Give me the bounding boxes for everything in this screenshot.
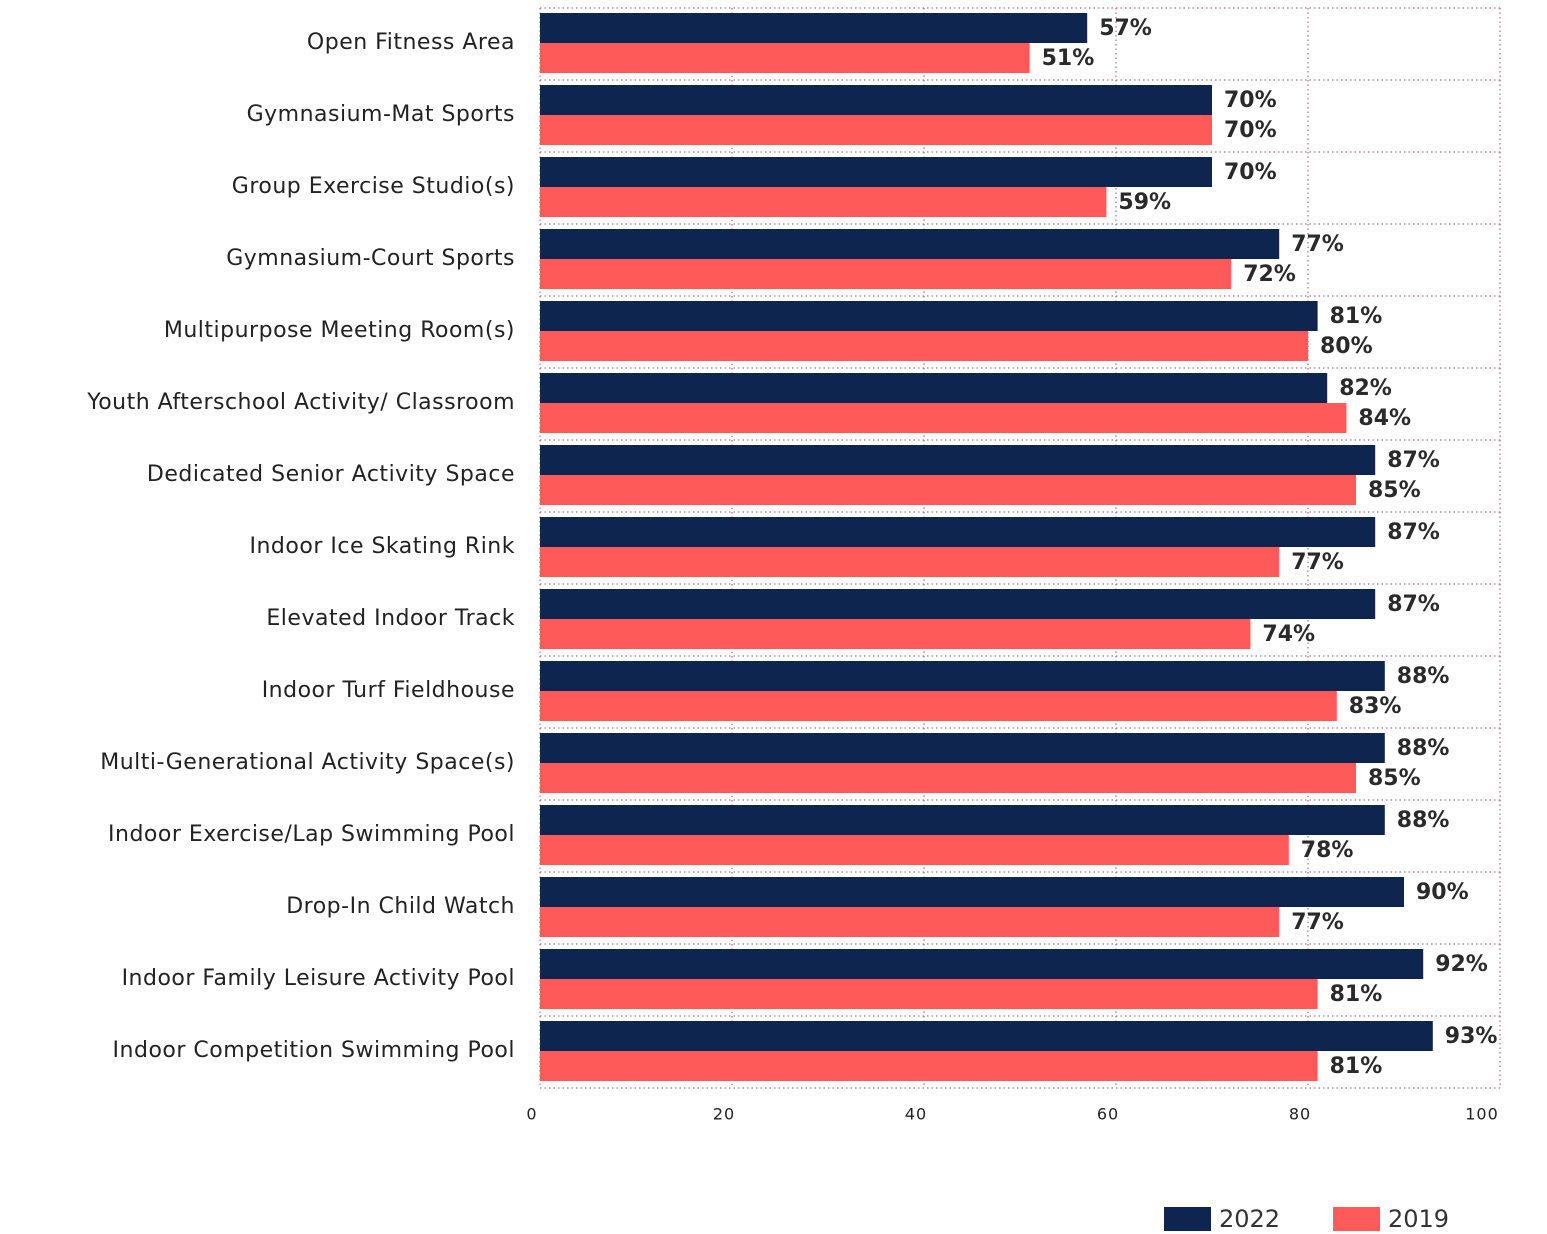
- x-tick-label: 100: [1465, 1105, 1499, 1124]
- value-label: 57%: [1099, 16, 1152, 41]
- value-label: 87%: [1387, 592, 1440, 617]
- value-label: 59%: [1118, 190, 1171, 215]
- category-label: Indoor Turf Fieldhouse: [262, 678, 515, 703]
- legend-label: 2022: [1219, 1205, 1280, 1233]
- value-label: 92%: [1435, 952, 1488, 977]
- value-label: 87%: [1387, 520, 1440, 545]
- bar: [540, 229, 1280, 259]
- category-label: Gymnasium-Mat Sports: [247, 102, 515, 127]
- bar: [540, 835, 1289, 865]
- value-label: 81%: [1330, 982, 1383, 1007]
- value-label: 82%: [1339, 376, 1392, 401]
- value-label: 85%: [1368, 478, 1421, 503]
- bar: [540, 403, 1347, 433]
- value-label: 77%: [1291, 232, 1344, 257]
- bar: [540, 805, 1385, 835]
- value-label: 70%: [1224, 118, 1277, 143]
- bar: [540, 475, 1356, 505]
- value-label: 90%: [1416, 880, 1469, 905]
- value-label: 88%: [1397, 808, 1450, 833]
- value-label: 93%: [1445, 1024, 1498, 1049]
- x-tick-label: 0: [526, 1105, 537, 1124]
- bar: [540, 13, 1088, 43]
- legend-swatch: [1164, 1207, 1211, 1231]
- bar: [540, 589, 1376, 619]
- category-label: Multi-Generational Activity Space(s): [100, 750, 515, 775]
- category-label: Open Fitness Area: [307, 30, 515, 55]
- bar: [540, 979, 1318, 1009]
- bar: [540, 517, 1376, 547]
- bar: [540, 259, 1232, 289]
- category-label: Indoor Exercise/Lap Swimming Pool: [108, 822, 515, 847]
- bar: [540, 85, 1212, 115]
- bar: [540, 301, 1318, 331]
- value-label: 72%: [1243, 262, 1296, 287]
- bar: [540, 907, 1280, 937]
- value-label: 78%: [1301, 838, 1354, 863]
- x-tick-label: 80: [1289, 1105, 1311, 1124]
- legend-swatch: [1333, 1207, 1380, 1231]
- x-tick-label: 60: [1097, 1105, 1119, 1124]
- value-label: 81%: [1330, 304, 1383, 329]
- bar: [540, 373, 1328, 403]
- bar: [540, 691, 1337, 721]
- bar: [540, 547, 1280, 577]
- category-label: Multipurpose Meeting Room(s): [164, 318, 515, 343]
- value-label: 87%: [1387, 448, 1440, 473]
- x-tick-label: 40: [905, 1105, 927, 1124]
- bar: [540, 157, 1212, 187]
- category-label: Group Exercise Studio(s): [232, 174, 515, 199]
- bar: [540, 445, 1376, 475]
- value-label: 85%: [1368, 766, 1421, 791]
- bar: [540, 1051, 1318, 1081]
- bar: [540, 763, 1356, 793]
- value-label: 88%: [1397, 736, 1450, 761]
- bar: [540, 661, 1385, 691]
- category-label: Gymnasium-Court Sports: [226, 246, 515, 271]
- category-label: Indoor Competition Swimming Pool: [113, 1038, 515, 1063]
- value-label: 77%: [1291, 550, 1344, 575]
- value-label: 51%: [1042, 46, 1095, 71]
- value-label: 88%: [1397, 664, 1450, 689]
- value-label: 74%: [1262, 622, 1315, 647]
- bar: [540, 877, 1404, 907]
- value-label: 70%: [1224, 160, 1277, 185]
- bar: [540, 331, 1308, 361]
- category-label: Indoor Ice Skating Rink: [250, 534, 516, 559]
- legend-label: 2019: [1388, 1205, 1449, 1233]
- category-label: Indoor Family Leisure Activity Pool: [122, 966, 515, 991]
- category-label: Drop-In Child Watch: [286, 894, 515, 919]
- category-label: Dedicated Senior Activity Space: [147, 462, 515, 487]
- bar: [540, 733, 1385, 763]
- bar: [540, 1021, 1433, 1051]
- category-label: Elevated Indoor Track: [266, 606, 515, 631]
- bar: [540, 115, 1212, 145]
- value-label: 84%: [1358, 406, 1411, 431]
- x-tick-label: 20: [713, 1105, 735, 1124]
- bar: [540, 187, 1107, 217]
- value-label: 77%: [1291, 910, 1344, 935]
- value-label: 81%: [1330, 1054, 1383, 1079]
- bar: [540, 619, 1251, 649]
- value-label: 83%: [1349, 694, 1402, 719]
- bar: [540, 949, 1424, 979]
- category-label: Youth Afterschool Activity/ Classroom: [86, 390, 515, 415]
- value-label: 80%: [1320, 334, 1373, 359]
- bar: [540, 43, 1030, 73]
- value-label: 70%: [1224, 88, 1277, 113]
